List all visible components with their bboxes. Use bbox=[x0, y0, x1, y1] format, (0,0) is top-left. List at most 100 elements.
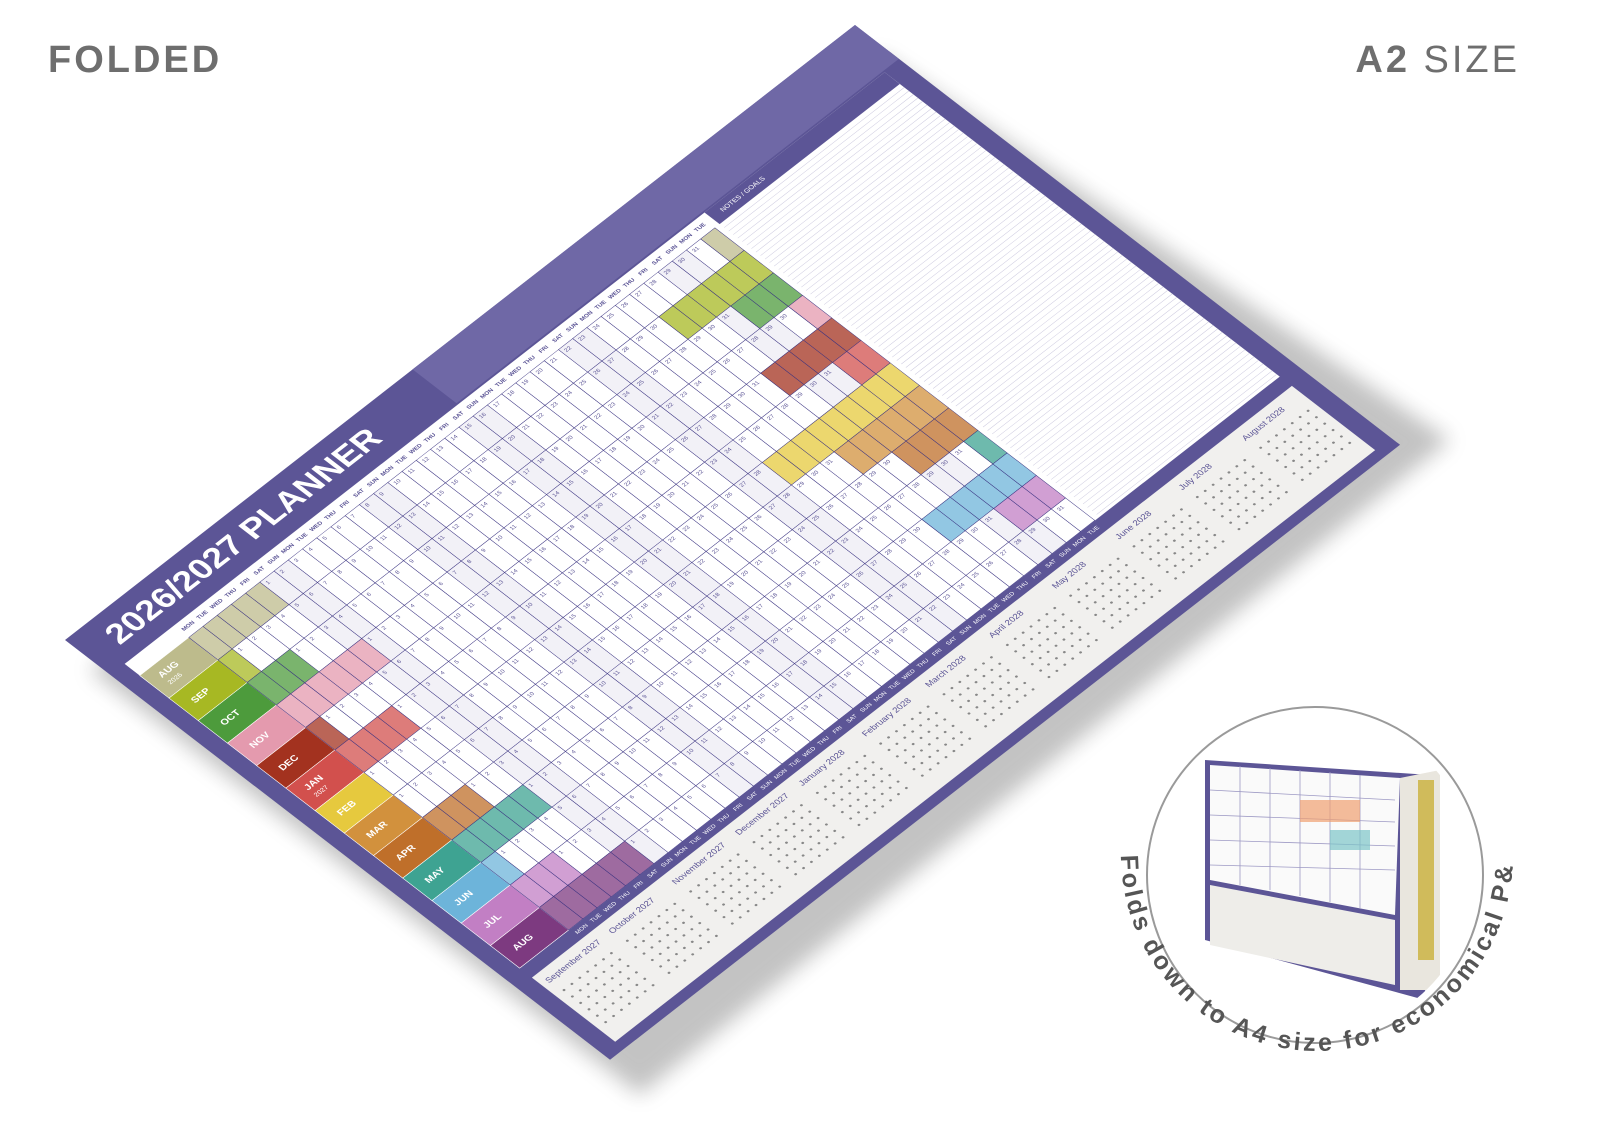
notes-line bbox=[942, 255, 1123, 396]
day-number: 7 bbox=[452, 570, 459, 576]
day-number: 31 bbox=[984, 516, 994, 524]
day-number: 1 bbox=[369, 771, 376, 777]
day-number: 24 bbox=[957, 582, 968, 590]
mini-day-dot bbox=[1252, 503, 1256, 506]
day-number: 30 bbox=[677, 257, 688, 265]
mini-day-dot bbox=[1037, 619, 1041, 622]
mini-day-dot bbox=[594, 976, 598, 980]
notes-line bbox=[905, 227, 1087, 368]
day-number: 14 bbox=[743, 703, 754, 711]
mini-day-dot bbox=[1308, 459, 1312, 463]
mini-day-dot bbox=[989, 656, 993, 659]
mini-day-dot bbox=[873, 811, 877, 814]
mini-day-dot bbox=[1180, 520, 1184, 524]
mini-day-dot bbox=[595, 1014, 599, 1017]
day-number: 22 bbox=[563, 346, 573, 354]
day-number: 26 bbox=[593, 368, 603, 376]
day-number: 15 bbox=[699, 692, 710, 700]
mini-day-dot bbox=[1220, 515, 1224, 518]
mini-day-dot bbox=[784, 816, 788, 819]
day-number: 11 bbox=[467, 602, 477, 609]
day-number: 16 bbox=[508, 479, 518, 487]
notes-line bbox=[755, 111, 937, 253]
mini-day-dot bbox=[1015, 700, 1019, 703]
day-number: 5 bbox=[322, 535, 330, 541]
weekday-footer: SAT bbox=[746, 791, 760, 802]
mini-day-dot bbox=[633, 933, 637, 936]
day-number: 23 bbox=[578, 335, 588, 343]
mini-day-dot bbox=[1069, 619, 1073, 622]
weekday-label: TUE bbox=[295, 532, 309, 543]
mini-day-dot bbox=[626, 964, 630, 968]
size-word: SIZE bbox=[1424, 39, 1520, 81]
mini-day-dot bbox=[918, 711, 922, 714]
mini-day-dot bbox=[643, 977, 647, 980]
mini-day-dot bbox=[968, 737, 972, 740]
notes-line bbox=[978, 283, 1159, 424]
day-number: 22 bbox=[769, 548, 779, 556]
notes-line bbox=[1014, 311, 1196, 452]
day-number: 8 bbox=[424, 637, 431, 643]
mini-day-dot bbox=[1125, 576, 1129, 579]
mini-day-dot bbox=[911, 742, 915, 746]
day-number: 12 bbox=[786, 715, 796, 723]
weekday-footer: SAT bbox=[945, 636, 959, 647]
mini-day-dot bbox=[825, 835, 829, 839]
mini-day-dot bbox=[1173, 552, 1177, 555]
mini-day-dot bbox=[785, 866, 789, 869]
day-number: 20 bbox=[535, 367, 546, 375]
weekday-label: FRI bbox=[538, 345, 551, 355]
day-number: 4 bbox=[441, 759, 449, 765]
mini-day-dot bbox=[737, 878, 741, 881]
mini-day-dot bbox=[832, 804, 836, 807]
mini-day-dot bbox=[871, 761, 875, 764]
mini-day-dot bbox=[586, 970, 590, 973]
day-number: 15 bbox=[596, 546, 607, 554]
mini-day-dot bbox=[1228, 496, 1232, 499]
mini-day-dot bbox=[730, 909, 734, 913]
day-number: 28 bbox=[1014, 538, 1024, 546]
day-number: 16 bbox=[538, 546, 548, 554]
mini-day-dot bbox=[863, 754, 867, 758]
day-number: 27 bbox=[999, 549, 1009, 557]
day-number: 18 bbox=[640, 603, 650, 611]
mini-day-dot bbox=[1340, 447, 1344, 451]
mini-day-dot bbox=[658, 952, 662, 955]
mini-day-dot bbox=[808, 823, 812, 826]
weekday-footer: SUN bbox=[760, 780, 775, 791]
day-number: 14 bbox=[815, 693, 826, 701]
day-number: 24 bbox=[652, 457, 663, 465]
mini-day-dot bbox=[689, 890, 693, 893]
mini-day-dot bbox=[1268, 478, 1272, 481]
mini-day-dot bbox=[911, 730, 915, 733]
mini-day-dot bbox=[594, 964, 598, 967]
mini-day-dot bbox=[1093, 588, 1097, 591]
weekday-footer: SAT bbox=[846, 714, 860, 725]
notes-header bbox=[704, 72, 900, 225]
day-number: 20 bbox=[798, 570, 809, 578]
mini-day-dot bbox=[880, 792, 884, 796]
mini-day-dot bbox=[1300, 478, 1304, 481]
mini-day-dot bbox=[1197, 533, 1200, 536]
mini-day-dot bbox=[1267, 453, 1271, 456]
mini-day-dot bbox=[1117, 582, 1121, 585]
day-number: 9 bbox=[743, 751, 750, 757]
mini-day-dot bbox=[817, 829, 820, 832]
mini-day-dot bbox=[658, 940, 662, 943]
mini-day-dot bbox=[770, 891, 774, 894]
mini-day-dot bbox=[761, 872, 765, 875]
day-number: 22 bbox=[799, 615, 809, 623]
day-number: 9 bbox=[512, 705, 519, 711]
day-number: 4 bbox=[513, 749, 521, 755]
mini-day-dot bbox=[1118, 620, 1122, 623]
mini-day-dot bbox=[1085, 582, 1088, 585]
day-number: 5 bbox=[382, 670, 390, 676]
mini-day-dot bbox=[998, 662, 1002, 665]
mini-day-dot bbox=[1055, 669, 1059, 672]
mini-day-dot bbox=[1324, 460, 1328, 463]
day-number: 19 bbox=[623, 435, 633, 443]
day-number: 3 bbox=[425, 682, 432, 688]
day-number: 25 bbox=[666, 446, 677, 454]
mini-day-dot bbox=[721, 878, 725, 881]
weekday-label: THU bbox=[423, 433, 437, 444]
